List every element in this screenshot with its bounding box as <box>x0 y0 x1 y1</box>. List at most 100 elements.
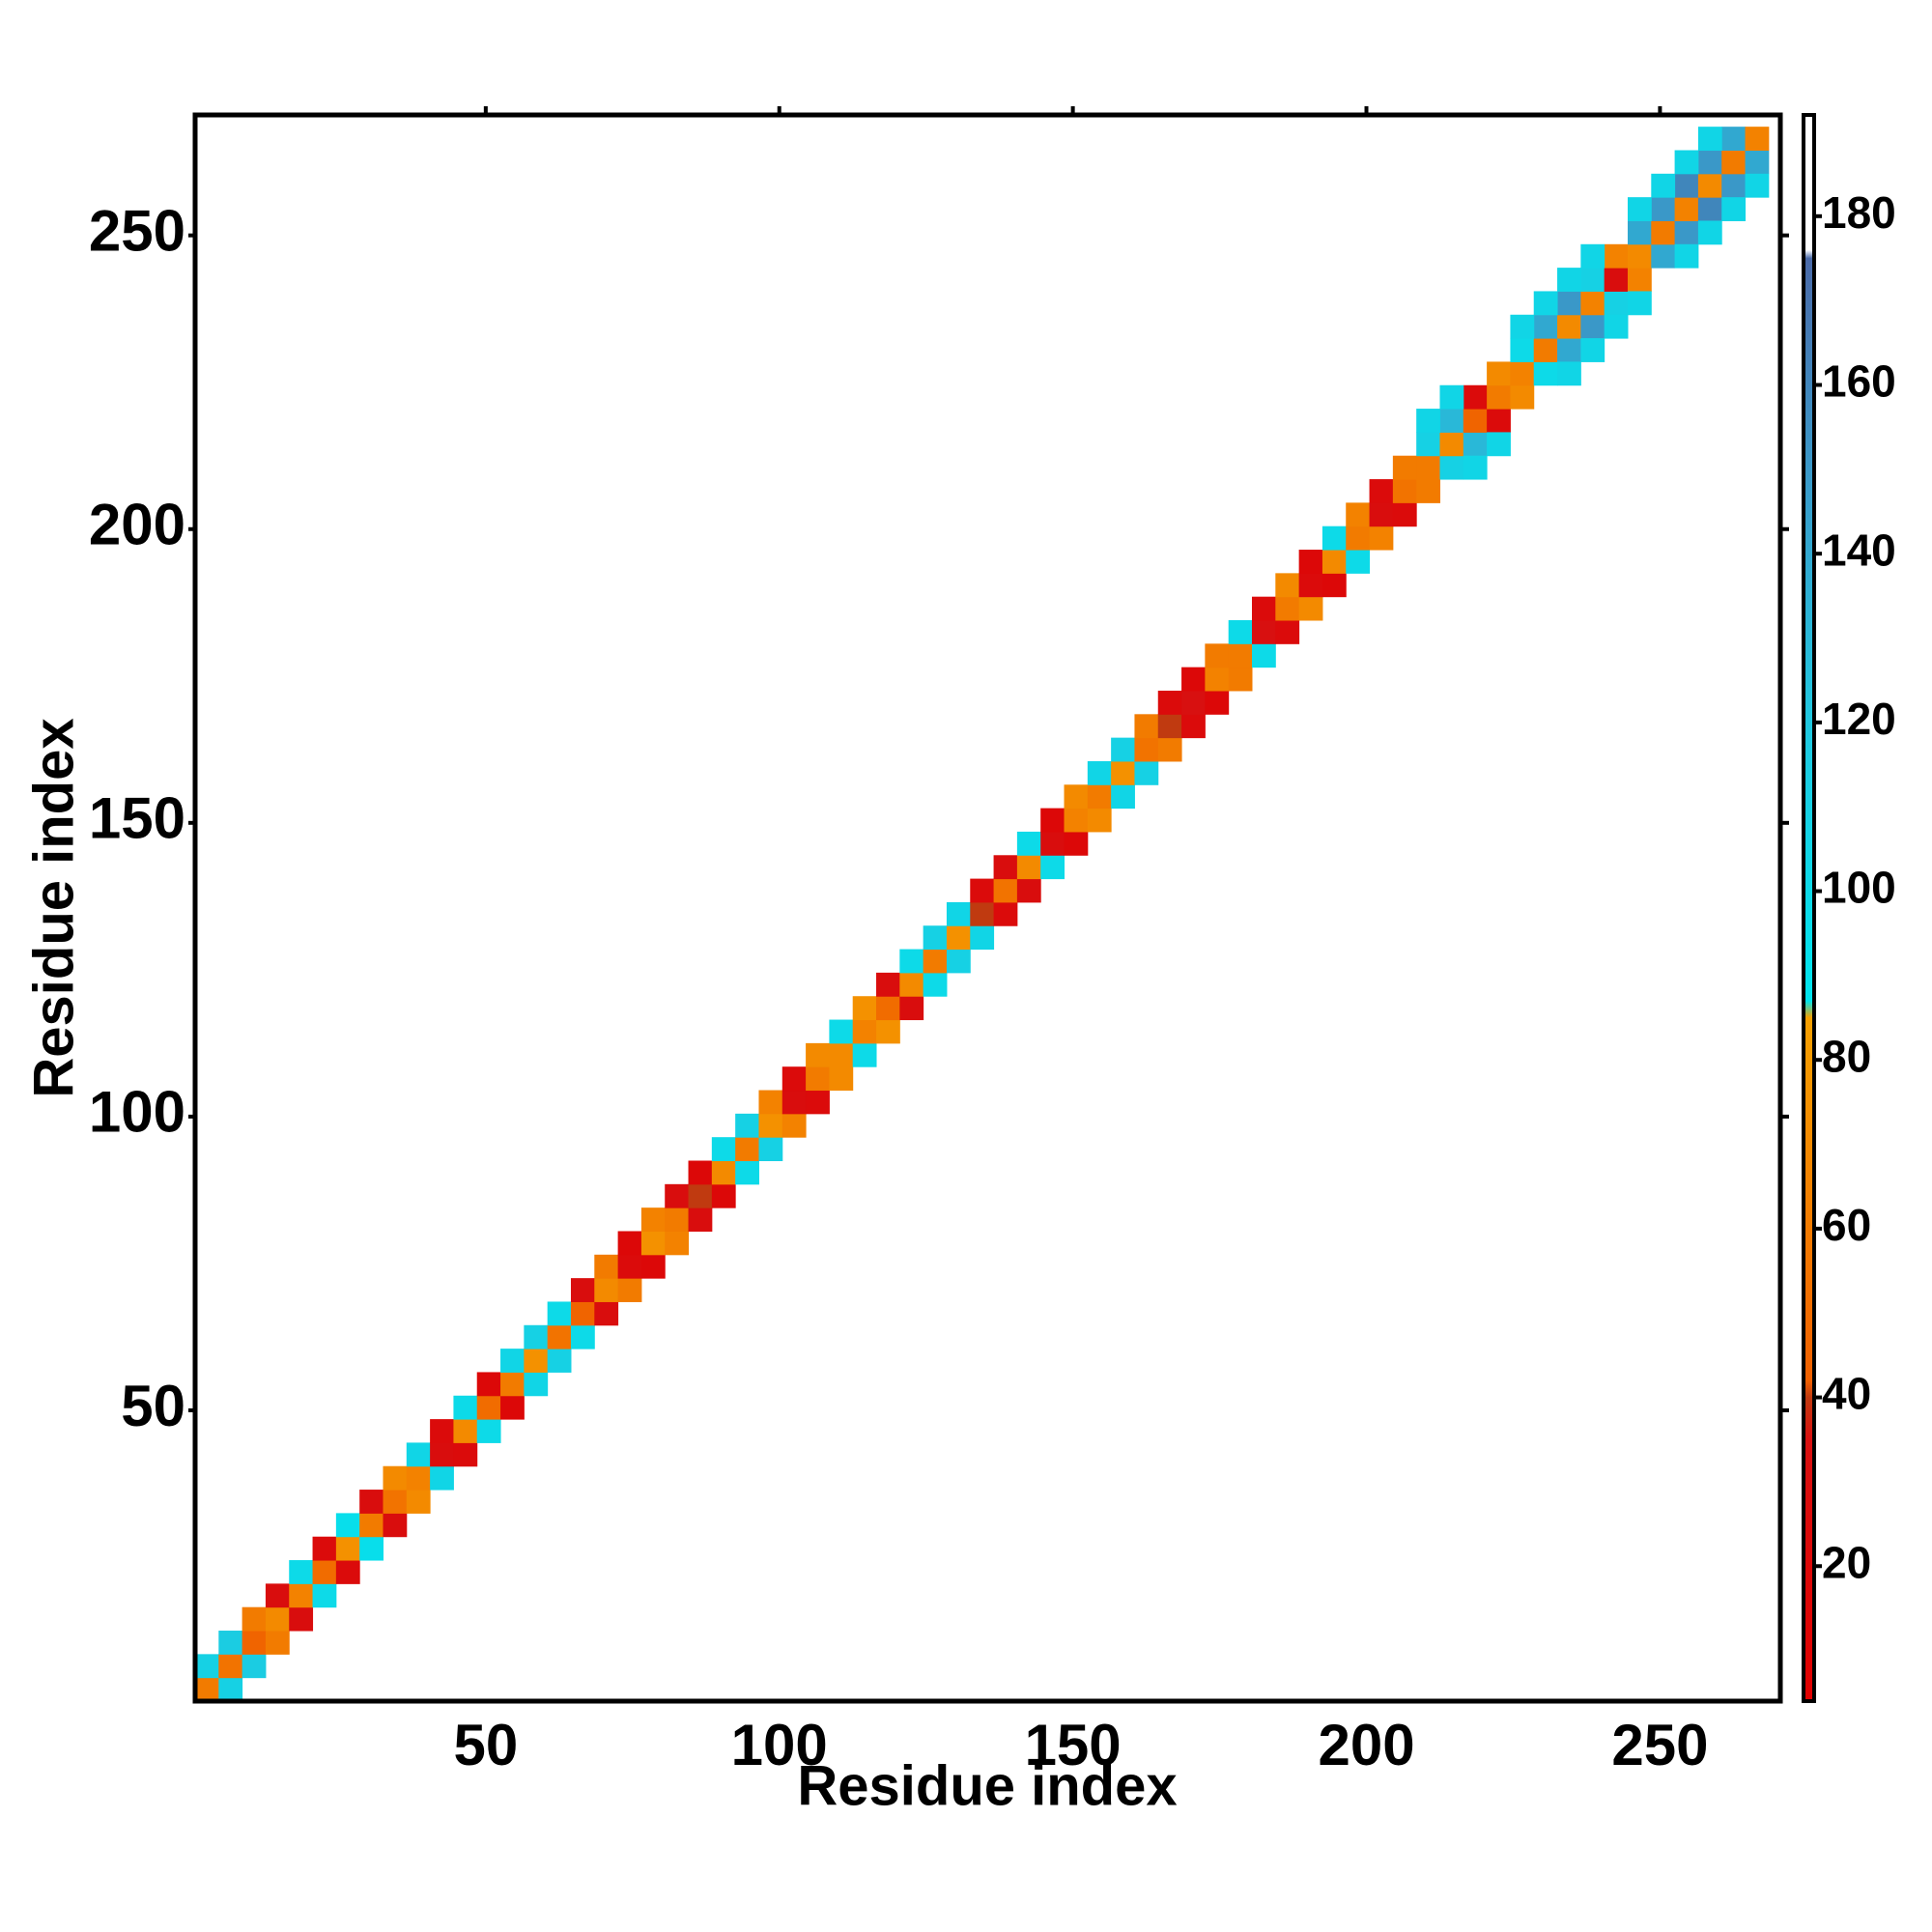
heatmap-cell <box>1157 714 1182 739</box>
heatmap-cell <box>852 1042 877 1067</box>
heatmap-cell <box>476 1419 501 1443</box>
heatmap-cell <box>1580 268 1605 292</box>
heatmap-cell <box>1580 314 1605 339</box>
heatmap-cell <box>1697 173 1722 198</box>
heatmap-cell <box>1205 690 1230 715</box>
heatmap-cell <box>1510 361 1535 386</box>
heatmap-cell <box>359 1490 384 1514</box>
heatmap-cell <box>1134 714 1159 739</box>
heatmap-cell <box>265 1631 290 1655</box>
heatmap-cell <box>1275 596 1300 621</box>
colorbar-tick-label: 60 <box>1822 1200 1871 1250</box>
heatmap-cell <box>970 901 995 926</box>
heatmap-cell <box>1745 173 1770 198</box>
heatmap-cell <box>1346 502 1371 527</box>
heatmap-cell <box>711 1160 736 1185</box>
heatmap-cell <box>570 1324 595 1350</box>
heatmap-cell <box>1040 855 1065 880</box>
heatmap-cell <box>781 1066 807 1092</box>
colorbar-tick-label: 20 <box>1822 1537 1871 1587</box>
heatmap-cell <box>524 1324 549 1350</box>
heatmap-cell <box>923 925 948 951</box>
heatmap-cell <box>1604 314 1629 339</box>
heatmap-cell <box>758 1137 783 1162</box>
heatmap-cell <box>594 1254 619 1279</box>
heatmap-cell <box>1533 314 1558 339</box>
heatmap-cell <box>1111 784 1135 810</box>
heatmap-cell <box>1697 127 1722 151</box>
heatmap-cell <box>218 1654 243 1679</box>
heatmap-cell <box>1627 220 1652 245</box>
heatmap-cell <box>1181 667 1206 692</box>
heatmap-cell <box>383 1513 408 1538</box>
colorbar-tick-label: 80 <box>1822 1031 1871 1081</box>
heatmap-cell <box>946 925 971 951</box>
heatmap-cell <box>1064 831 1089 856</box>
heatmap-cell <box>1298 573 1323 598</box>
heatmap-cell <box>1510 338 1535 362</box>
heatmap-cell <box>1651 243 1676 269</box>
x-tick-label: 100 <box>731 1713 828 1777</box>
heatmap-cell <box>500 1349 525 1373</box>
colorbar-tick-label: 100 <box>1822 863 1896 913</box>
heatmap-cell <box>665 1208 690 1232</box>
heatmap-cell <box>617 1231 642 1256</box>
heatmap-cell <box>1369 502 1394 527</box>
x-tick-label: 250 <box>1611 1713 1708 1777</box>
heatmap-cell <box>1087 760 1112 785</box>
y-tick-label: 50 <box>121 1374 185 1438</box>
heatmap-cell <box>1604 268 1629 292</box>
heatmap-cell <box>1205 643 1230 668</box>
heatmap-cell <box>289 1583 314 1608</box>
heatmap-cell <box>218 1677 243 1702</box>
heatmap-cell <box>876 1019 900 1044</box>
heatmap-cell <box>1580 243 1605 269</box>
heatmap-cell <box>1651 197 1676 221</box>
heatmap-cell <box>547 1349 572 1373</box>
colorbar-tick-label: 120 <box>1822 694 1896 744</box>
heatmap-cell <box>1321 550 1347 574</box>
heatmap-cell <box>688 1160 713 1185</box>
heatmap-cell <box>1487 409 1511 433</box>
heatmap-cell <box>1439 384 1464 410</box>
heatmap-cell <box>242 1654 267 1679</box>
y-tick-label: 150 <box>89 786 185 851</box>
heatmap-cell <box>430 1442 454 1467</box>
heatmap-cell <box>1416 455 1440 480</box>
heatmap-cell <box>923 949 948 974</box>
heatmap-cell <box>899 949 924 974</box>
heatmap-cell <box>806 1090 830 1115</box>
plot-frame <box>192 112 1783 1704</box>
heatmap-cell <box>289 1606 314 1632</box>
heatmap-cell <box>1745 150 1770 175</box>
heatmap-cell <box>829 1066 854 1092</box>
heatmap-cell <box>1298 550 1323 574</box>
heatmap-cell <box>547 1301 572 1326</box>
heatmap-cell <box>665 1183 690 1208</box>
heatmap-cell <box>1580 338 1605 362</box>
heatmap-cell <box>758 1113 783 1138</box>
x-tick-label: 200 <box>1318 1713 1414 1777</box>
heatmap-cell <box>1463 409 1488 433</box>
heatmap-cell <box>993 855 1018 880</box>
heatmap-cell <box>1064 784 1089 810</box>
heatmap-cell <box>1416 479 1440 503</box>
heatmap-cell <box>312 1560 337 1584</box>
heatmap-cell <box>1416 409 1440 433</box>
heatmap-cell <box>1674 243 1699 269</box>
heatmap-cell <box>453 1442 478 1467</box>
heatmap-cell <box>1721 197 1747 221</box>
heatmap-cell <box>970 878 995 903</box>
heatmap-cell <box>335 1560 360 1584</box>
heatmap-cell <box>1321 573 1347 598</box>
heatmap-cell <box>1228 667 1253 692</box>
heatmap-cell <box>852 1019 877 1044</box>
heatmap-cell <box>1416 432 1440 457</box>
heatmap-cell <box>430 1419 454 1443</box>
heatmap-cell <box>1697 197 1722 221</box>
heatmap-cell <box>781 1113 807 1138</box>
heatmap-cell <box>735 1137 759 1162</box>
y-tick-label: 250 <box>89 199 185 264</box>
heatmap-cell <box>829 1042 854 1067</box>
heatmap-cell <box>640 1231 666 1256</box>
